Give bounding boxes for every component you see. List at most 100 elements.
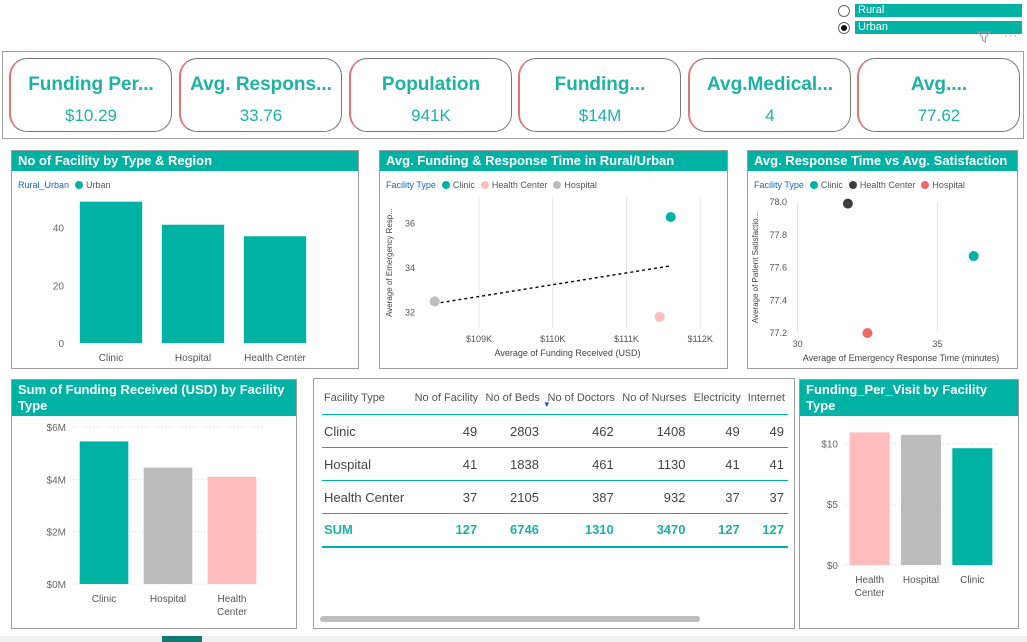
y-tick-label: 77.8 <box>769 230 787 240</box>
kpi-card-funding-per-visit[interactable]: Funding Per... $10.29 <box>9 58 172 132</box>
trend-line <box>434 265 671 305</box>
x-tick-label: 35 <box>932 339 942 349</box>
table-horizontal-scrollbar[interactable] <box>320 616 700 622</box>
table-cell: 1838 <box>481 447 543 481</box>
legend-label: Hospital <box>564 180 597 190</box>
legend-dot <box>921 181 930 189</box>
kpi-card-avg-medical[interactable]: Avg.Medical... 4 <box>688 58 851 132</box>
kpi-value: $14M <box>578 106 622 125</box>
bar-clinic <box>79 441 129 584</box>
column-header[interactable]: No of Beds <box>481 386 543 415</box>
table-cell: Clinic <box>322 414 411 448</box>
kpi-title: Avg.... <box>910 74 968 95</box>
x-tick-label: Clinic <box>92 594 116 605</box>
y-tick-label: 40 <box>53 224 65 235</box>
legend-item-urban[interactable]: Urban <box>73 180 111 190</box>
slicer-option-rural[interactable]: Rural <box>838 2 1022 19</box>
kpi-title: Population <box>381 74 481 95</box>
x-tick-label: Health <box>218 594 247 605</box>
y-tick-label: 20 <box>53 281 65 292</box>
column-header[interactable]: No of Nurses <box>617 386 690 415</box>
table-header-row: Facility Type No of Facility No of Beds … <box>322 386 788 415</box>
funding-per-visit-panel[interactable]: Funding_Per_Visit by Facility Type $0 $5 $… <box>799 379 1019 629</box>
table-cell: 461 <box>542 447 618 481</box>
funding-response-panel[interactable]: Avg. Funding & Response Time in Rural/Ur… <box>379 150 728 369</box>
radio-rural[interactable] <box>838 4 850 17</box>
x-tick-label: $110K <box>540 334 565 344</box>
column-header[interactable]: Facility Type <box>322 386 411 415</box>
kpi-title: Funding Per... <box>28 74 154 95</box>
table-cell: 3470 <box>617 513 690 548</box>
x-tick-label: Clinic <box>99 353 123 364</box>
y-tick-label: $0M <box>47 580 66 591</box>
legend-item-health-center[interactable]: Health Center <box>847 180 915 190</box>
funding-received-panel[interactable]: Sum of Funding Received (USD) by Facilit… <box>11 379 297 629</box>
table-cell: 127 <box>410 513 482 548</box>
table-cell: 462 <box>542 414 618 448</box>
kpi-card-avg-response[interactable]: Avg. Respons... 33.76 <box>179 58 342 132</box>
x-tick-label: Center <box>217 607 248 618</box>
table-cell: 932 <box>617 480 690 514</box>
column-header-sorted[interactable]: ▼ No of Doctors <box>542 386 618 415</box>
active-page-tab[interactable] <box>162 636 202 642</box>
table-cell: 37 <box>743 480 788 514</box>
y-tick-label: 77.2 <box>769 328 787 338</box>
page-tab-bar <box>0 636 1027 642</box>
x-tick-label: $112K <box>688 334 713 344</box>
column-header[interactable]: Electricity <box>689 386 744 415</box>
legend-title: Facility Type <box>754 180 804 190</box>
x-axis-title: Average of Emergency Response Time (minu… <box>803 353 999 363</box>
column-header[interactable]: No of Facility <box>410 386 482 415</box>
facility-bar-chart: 0 20 40 Clinic Hospital Health Center <box>53 201 307 364</box>
y-tick-label: 78.0 <box>769 197 787 207</box>
point-health-center <box>654 311 665 322</box>
table-cell: 49 <box>689 414 744 448</box>
table-row[interactable]: Health Center 37 2105 387 932 37 37 <box>322 480 788 514</box>
kpi-card-population[interactable]: Population 941K <box>349 58 512 132</box>
x-tick-label: Hospital <box>175 353 211 364</box>
kpi-value: 4 <box>765 106 775 125</box>
y-tick-label: 77.6 <box>769 263 787 273</box>
table-cell: 1408 <box>617 414 690 448</box>
response-satisfaction-panel[interactable]: Avg. Response Time vs Avg. Satisfaction … <box>747 150 1018 369</box>
kpi-card-avg-satisfaction[interactable]: Avg.... 77.62 <box>857 58 1020 132</box>
slicer-label-rural: Rural <box>855 4 1022 17</box>
table-cell: 41 <box>743 447 788 481</box>
panel-title: No of Facility by Type & Region <box>12 151 358 171</box>
legend-label: Clinic <box>452 180 475 190</box>
more-options-icon[interactable]: ··· <box>1004 30 1018 42</box>
legend-item-hospital[interactable]: Hospital <box>551 180 597 190</box>
table-cell: 127 <box>689 513 744 548</box>
legend-item-clinic[interactable]: Clinic <box>440 180 475 190</box>
table-cell: 37 <box>689 480 744 514</box>
table-row[interactable]: Hospital 41 1838 461 1130 41 41 <box>322 447 788 481</box>
table-cell: 2803 <box>481 414 543 448</box>
column-header-label: No of Doctors <box>547 392 615 404</box>
y-axis-title: Average of Patient Satisfactio... <box>751 212 760 323</box>
kpi-value: $10.29 <box>65 106 117 125</box>
slicer-option-urban[interactable]: Urban <box>838 19 1022 36</box>
kpi-card-funding[interactable]: Funding... $14M <box>518 58 681 132</box>
facility-count-panel[interactable]: No of Facility by Type & Region Rural_Ur… <box>11 150 359 369</box>
kpi-value: 77.62 <box>917 106 961 125</box>
sort-descending-icon: ▼ <box>542 400 551 409</box>
radio-urban[interactable] <box>838 21 850 34</box>
bar-health-center <box>849 432 890 565</box>
y-tick-label: 0 <box>58 339 64 350</box>
panel-title: Funding_Per_Visit by Facility Type <box>800 380 1018 416</box>
legend-title: Rural_Urban <box>18 180 70 190</box>
y-tick-label: 36 <box>405 219 415 229</box>
filter-icon[interactable] <box>977 31 991 43</box>
kpi-value: 33.76 <box>239 106 283 125</box>
legend-item-clinic[interactable]: Clinic <box>808 180 843 190</box>
panel-title: Avg. Response Time vs Avg. Satisfaction <box>748 151 1017 171</box>
table-cell: 49 <box>743 414 788 448</box>
legend-item-health-center[interactable]: Health Center <box>479 180 547 190</box>
x-tick-label: $111K <box>614 334 639 344</box>
table-cell: Health Center <box>322 480 411 514</box>
column-header[interactable]: Internet <box>743 386 788 415</box>
table-cell: 37 <box>410 480 482 514</box>
table-row[interactable]: Clinic 49 2803 462 1408 49 49 <box>322 414 788 448</box>
kpi-title: Avg. Respons... <box>190 74 332 95</box>
legend-item-hospital[interactable]: Hospital <box>919 180 965 190</box>
